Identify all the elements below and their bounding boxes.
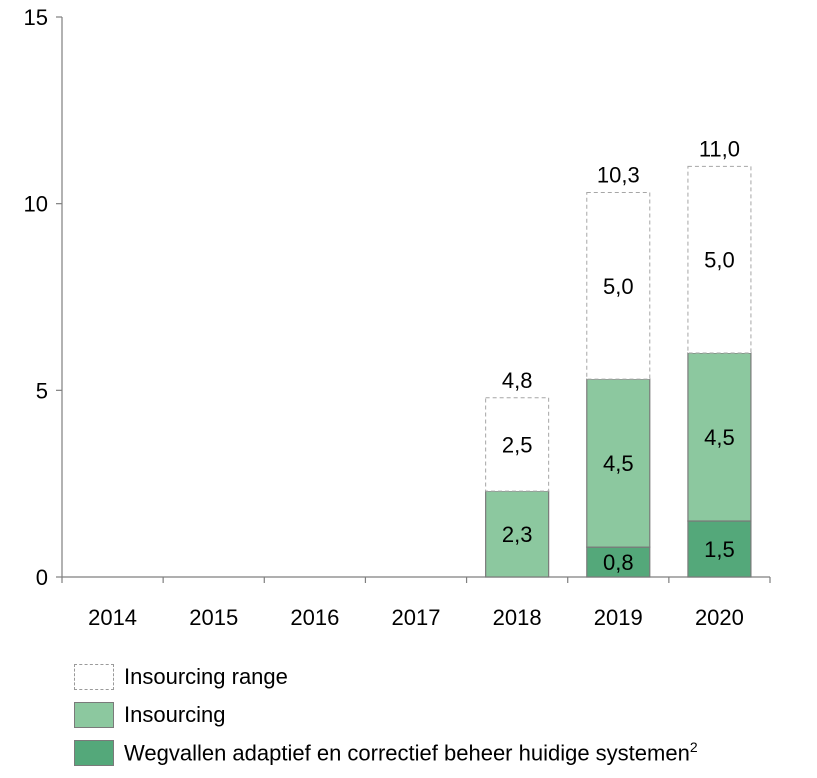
legend: Insourcing range Insourcing Wegvallen ad…	[74, 662, 698, 776]
bar-segment-ins	[687, 352, 752, 522]
data-label-ins: 4,5	[603, 451, 634, 476]
x-tick-label: 2017	[392, 605, 441, 630]
y-tick-label: 0	[36, 565, 48, 590]
legend-item-wegvallen: Wegvallen adaptief en correctief beheer …	[74, 738, 698, 768]
data-label-range: 5,0	[603, 274, 634, 299]
labels-layer: 0 5 10 15 2014 2015 2016 2017 2018 2019 2020 2,3 2,5…	[24, 5, 744, 630]
legend-label-wegvallen: Wegvallen adaptief en correctief beheer …	[124, 739, 698, 766]
y-tick-label: 15	[24, 5, 48, 30]
bar-segment-ins	[485, 490, 550, 578]
legend-label-insourcing-range: Insourcing range	[124, 664, 288, 689]
total-label: 11,0	[699, 136, 740, 161]
x-tick-label: 2020	[695, 605, 744, 630]
legend-item-insourcing-range: Insourcing range	[74, 662, 698, 692]
stacked-bar-chart: 0 5 10 15 2014 2015 2016 2017 2018 2019 2020 2,3 2,5…	[24, 5, 771, 630]
data-label-ins: 2,3	[502, 522, 533, 547]
legend-item-insourcing: Insourcing	[74, 700, 698, 730]
y-tick-label: 10	[24, 192, 48, 217]
x-tick-label: 2015	[189, 605, 238, 630]
legend-swatch-insourcing-range	[74, 664, 114, 690]
data-label-weg: 1,5	[704, 537, 735, 562]
x-tick-label: 2019	[594, 605, 643, 630]
data-label-weg: 0,8	[603, 550, 634, 575]
x-tick-label: 2014	[88, 605, 137, 630]
legend-swatch-wegvallen	[74, 740, 114, 766]
bar-segment-range	[687, 165, 752, 354]
x-tick-label: 2016	[290, 605, 339, 630]
legend-swatch-insourcing	[74, 702, 114, 728]
total-label: 10,3	[597, 162, 640, 187]
bars-layer	[485, 165, 752, 578]
axes-layer	[56, 16, 771, 583]
y-tick-label: 5	[36, 378, 48, 403]
legend-label-wegvallen-footnote: 2	[689, 739, 698, 756]
total-label: 4,8	[502, 368, 533, 393]
data-label-ins: 4,5	[704, 425, 735, 450]
legend-label-insourcing: Insourcing	[124, 702, 226, 727]
x-tick-label: 2018	[493, 605, 542, 630]
bar-segment-range	[586, 191, 651, 380]
legend-label-wegvallen-text: Wegvallen adaptief en correctief beheer …	[124, 740, 690, 766]
data-label-range: 5,0	[704, 248, 735, 273]
bar-segment-ins	[586, 378, 651, 548]
bar-segment-weg	[687, 520, 752, 578]
bar-segment-range	[485, 397, 550, 492]
data-label-range: 2,5	[502, 432, 533, 457]
bar-segment-weg	[586, 546, 651, 578]
